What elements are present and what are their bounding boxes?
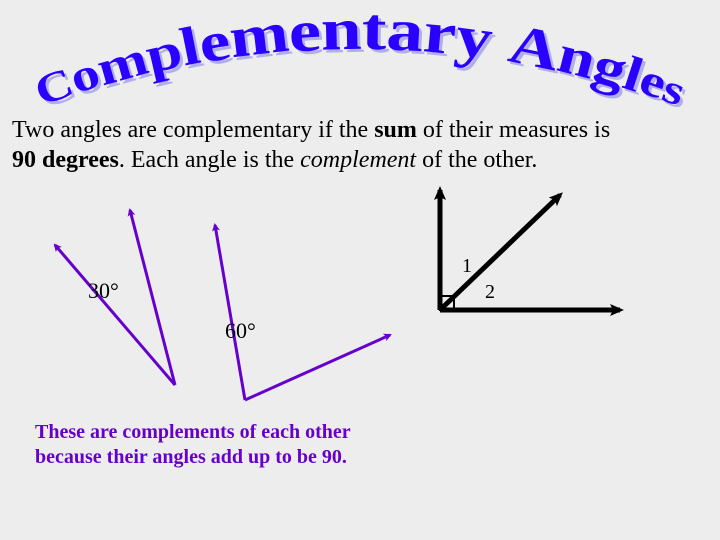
angle-60-rays: [215, 225, 390, 400]
svg-text:1: 1: [462, 255, 472, 277]
caption-line-2: because their angles add up to be 90.: [35, 446, 347, 468]
svg-text:2: 2: [485, 281, 495, 303]
label-30deg: 30°: [88, 278, 119, 304]
right-angle-diagram: 12: [440, 190, 620, 310]
label-60deg: 60°: [225, 318, 256, 344]
complement-caption: These are complements of each other beca…: [35, 420, 351, 470]
caption-line-1: These are complements of each other: [35, 421, 351, 443]
